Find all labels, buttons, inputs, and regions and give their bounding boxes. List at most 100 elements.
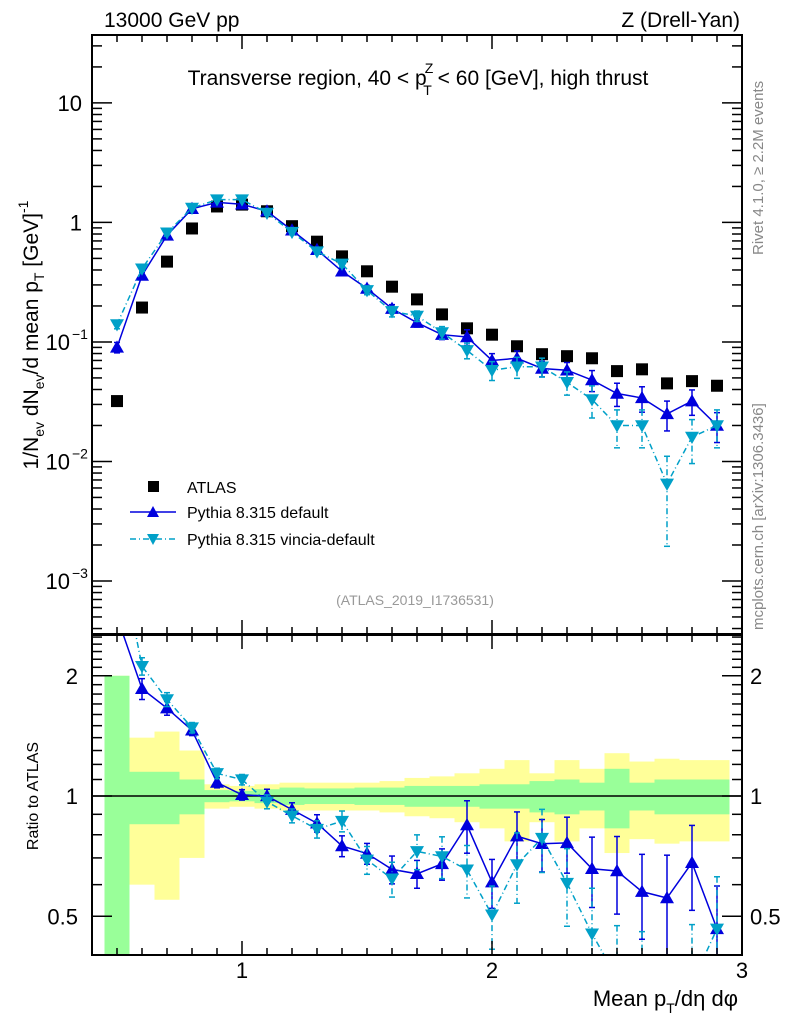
atlas-point: [686, 375, 698, 388]
vincia-point: [685, 431, 699, 445]
band-inner: [704, 779, 730, 815]
plot-series: [110, 194, 724, 984]
vincia-ratio-point: [410, 846, 424, 859]
vincia-point: [385, 306, 399, 319]
default-ratio-point: [210, 775, 224, 788]
vincia-ratio-point: [460, 864, 474, 877]
ratio-tick-label-left: 0.5: [47, 904, 78, 929]
legend: ATLAS Pythia 8.315 default Pythia 8.315 …: [130, 480, 375, 549]
vincia-ratio-point: [485, 909, 499, 922]
band-inner: [179, 779, 205, 815]
atlas-point: [536, 348, 548, 361]
vincia-ratio-point: [235, 774, 249, 787]
default-ratio-point: [235, 787, 249, 801]
default-ratio-point: [135, 681, 149, 695]
x-axis-label: Mean pT/dη dφ: [593, 986, 738, 1016]
band-inner: [604, 768, 630, 829]
band-inner: [654, 779, 680, 815]
ratio-tick-label-right: 1: [750, 784, 762, 809]
vincia-point: [510, 361, 524, 374]
vincia-line: [116, 198, 718, 486]
default-ratio-point: [110, 610, 124, 622]
vincia-point: [585, 394, 599, 407]
vincia-ratio-point: [110, 535, 124, 547]
y-tick-label: 10: [46, 569, 70, 594]
vincia-point: [560, 376, 574, 390]
vincia-point: [335, 258, 349, 271]
default-point: [610, 386, 624, 399]
ratio-tick-label-left: 1: [66, 784, 78, 809]
atlas-point: [486, 328, 498, 341]
atlas-point: [111, 395, 123, 408]
vincia-point: [535, 361, 549, 374]
band-inner: [679, 779, 705, 815]
vincia-ratio-point: [710, 923, 724, 936]
vincia-point: [160, 227, 174, 240]
x-tick-label: 2: [486, 958, 498, 983]
vincia-ratio-point: [210, 768, 224, 781]
y-tick-label: 10: [46, 449, 70, 474]
default-ratio-point: [385, 862, 399, 875]
atlas-point: [636, 363, 648, 376]
vincia-point: [310, 246, 324, 259]
default-ratio-point: [460, 818, 474, 831]
vincia-ratio-point: [135, 660, 149, 674]
legend-marker-atlas: [148, 481, 159, 492]
default-point: [560, 363, 574, 376]
default-point: [110, 340, 124, 353]
x-tick-label: 3: [736, 958, 748, 983]
atlas-point: [136, 301, 148, 314]
ratio-tick-label-right: 0.5: [750, 904, 781, 929]
vincia-ratio-point: [610, 972, 624, 984]
vincia-ratio-point: [360, 854, 374, 867]
vincia-point: [635, 420, 649, 433]
atlas-point: [511, 340, 523, 353]
legend-marker-vincia: [147, 534, 159, 545]
default-ratio-point: [610, 864, 624, 877]
default-ratio-point: [485, 875, 499, 888]
legend-marker-default: [147, 506, 159, 517]
vincia-point: [260, 207, 274, 220]
band-inner: [104, 675, 130, 955]
vincia-point: [185, 202, 199, 216]
default-ratio-point: [335, 838, 349, 852]
atlas-point: [711, 379, 723, 392]
default-point: [460, 329, 474, 343]
rivet-info: Rivet 4.1.0, ≥ 2.2M events: [750, 81, 767, 255]
vincia-point: [435, 327, 449, 340]
ratio-bands: [104, 675, 730, 955]
atlas-point: [311, 235, 323, 248]
atlas-point: [411, 293, 423, 306]
y-tick-label: 1: [70, 210, 82, 235]
vincia-ratio-point: [185, 722, 199, 735]
main-panel-series: [110, 194, 724, 548]
analysis-label: (ATLAS_2019_I1736531): [336, 592, 494, 608]
vincia-point: [235, 194, 249, 207]
vincia-ratio-point: [585, 928, 599, 941]
atlas-point: [436, 308, 448, 321]
axis-ticks: [91, 35, 743, 956]
ratio-panel-series: [110, 535, 724, 984]
atlas-point: [461, 322, 473, 335]
default-ratio-point: [635, 884, 649, 897]
default-point: [685, 394, 699, 407]
vincia-ratio-point: [310, 823, 324, 837]
vincia-ratio-point: [435, 851, 449, 864]
vincia-point: [135, 263, 149, 276]
default-point: [585, 373, 599, 386]
header-left: 13000 GeV pp: [104, 9, 239, 32]
band-inner: [129, 771, 155, 825]
vincia-point: [460, 345, 474, 358]
atlas-point: [586, 352, 598, 365]
vincia-point: [285, 226, 299, 240]
vincia-ratio-point: [285, 810, 299, 823]
plot-title: Transverse region, 40 < pZ T < 60 [GeV], …: [188, 60, 649, 98]
vincia-ratio-point: [160, 694, 174, 707]
default-point: [635, 390, 649, 404]
atlas-point: [186, 222, 198, 235]
vincia-ratio-point: [560, 877, 574, 891]
atlas-point: [161, 255, 173, 268]
vincia-point: [610, 420, 624, 433]
